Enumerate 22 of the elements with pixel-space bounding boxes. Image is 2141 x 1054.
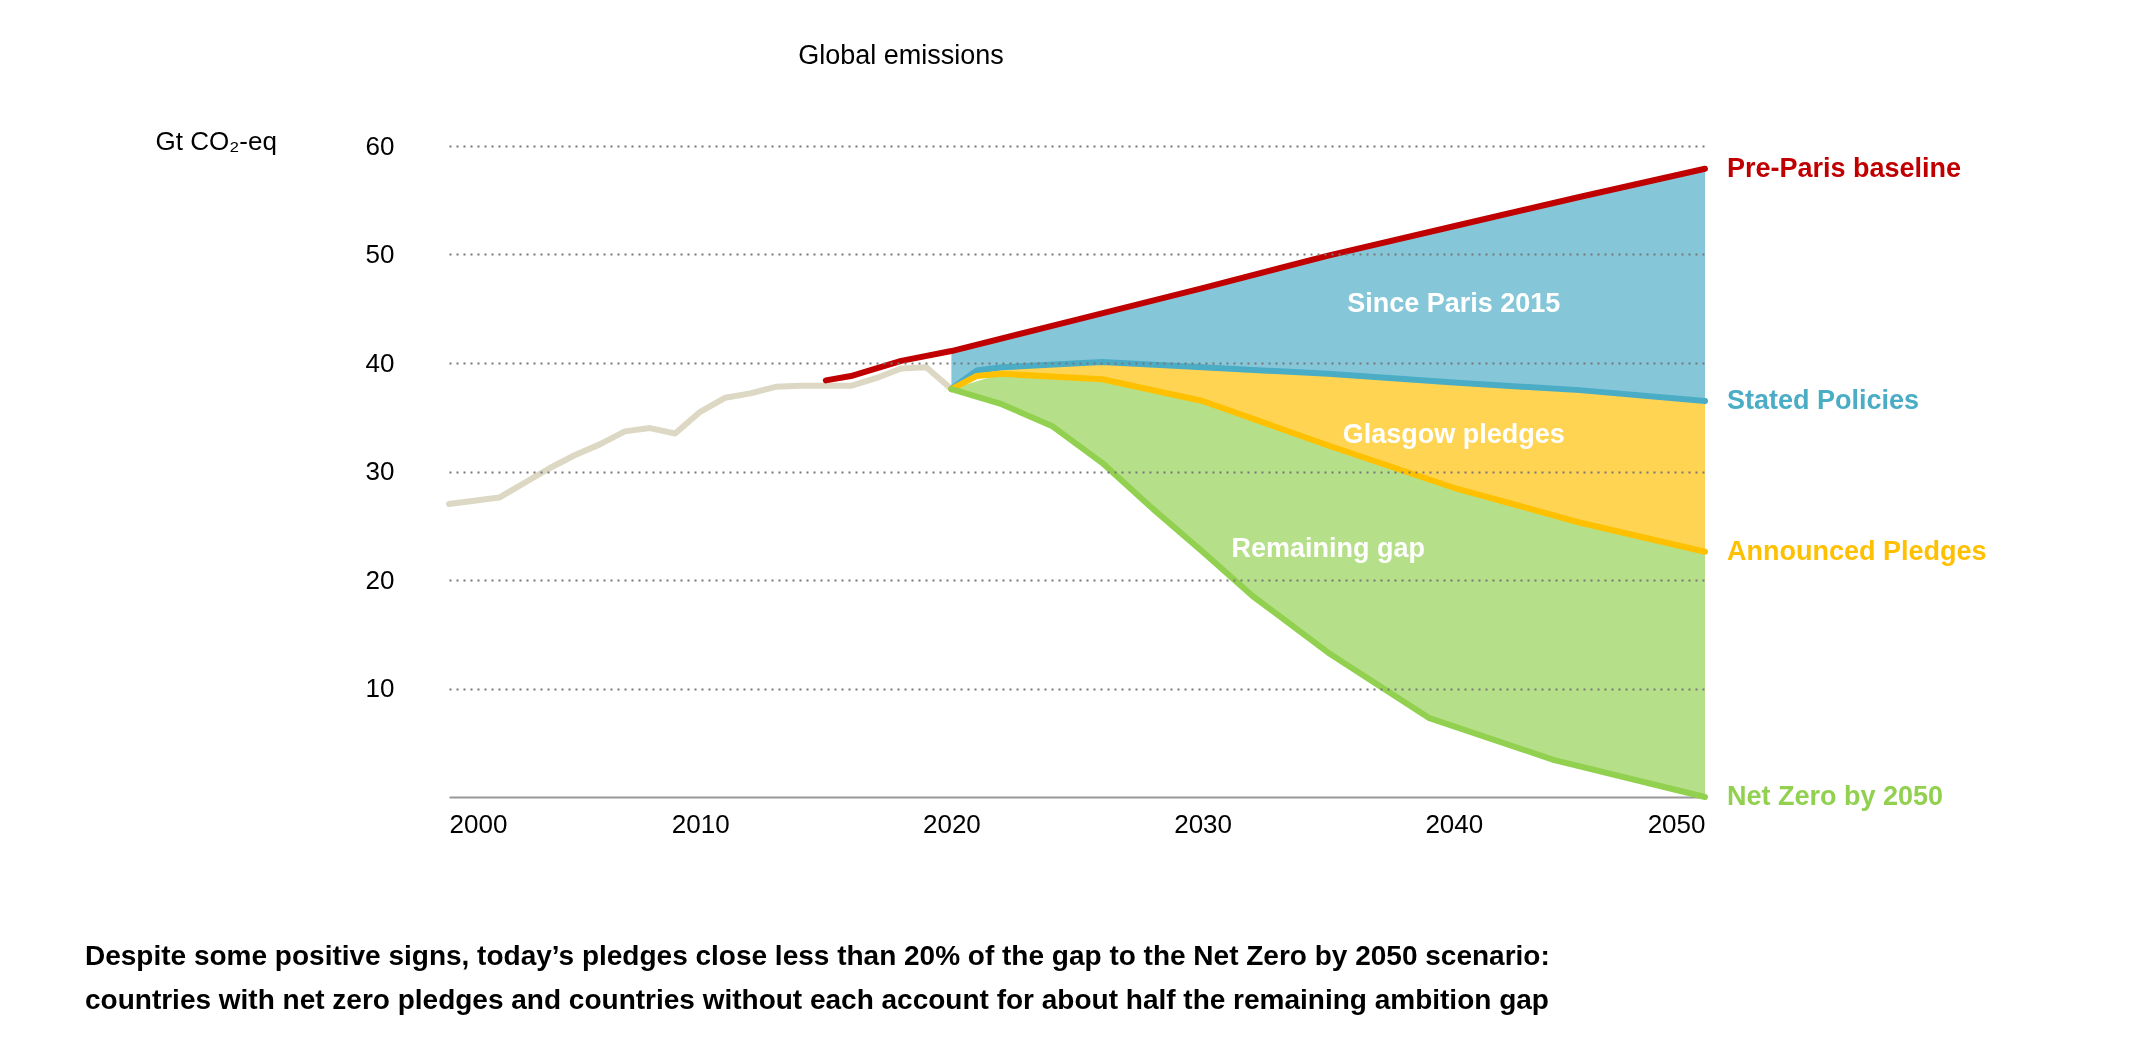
x-tick-label: 2050 — [1647, 808, 1706, 839]
series-label: Announced Pledges — [1727, 535, 1987, 566]
chart-title: Global emissions — [798, 40, 1004, 70]
y-tick-label: 10 — [365, 673, 395, 703]
y-tick-label: 40 — [365, 347, 395, 378]
x-tick-label: 2040 — [1425, 808, 1484, 839]
text: Despite some positive signs, today’s pledges close less than 20% of the gap to the Net Zero by 2050 scenario: countries with net zero pledges and countries without each account for about half the remaining ambition gap — [85, 940, 1550, 1015]
y-tick-label: 60 — [365, 130, 395, 161]
series-label: Stated Policies — [1727, 384, 1920, 415]
x-tick-label: 2010 — [671, 808, 730, 839]
annotation: Glasgow pledges — [1342, 419, 1565, 450]
series-label: Pre-Paris baseline — [1727, 152, 1962, 183]
series-label: Net Zero by 2050 — [1727, 781, 1944, 811]
annotation: Since Paris 2015 — [1347, 288, 1561, 319]
y-axis-title: Gt CO₂-eq — [155, 125, 277, 156]
x-tick-label: 2030 — [1174, 808, 1233, 839]
y-tick-label: 30 — [365, 456, 395, 486]
y-tick-label: 20 — [365, 564, 395, 595]
annotation: Remaining gap — [1231, 533, 1425, 564]
x-tick-label: 2000 — [449, 808, 508, 839]
y-tick-label: 50 — [365, 239, 395, 269]
x-tick-label: 2020 — [922, 808, 981, 839]
